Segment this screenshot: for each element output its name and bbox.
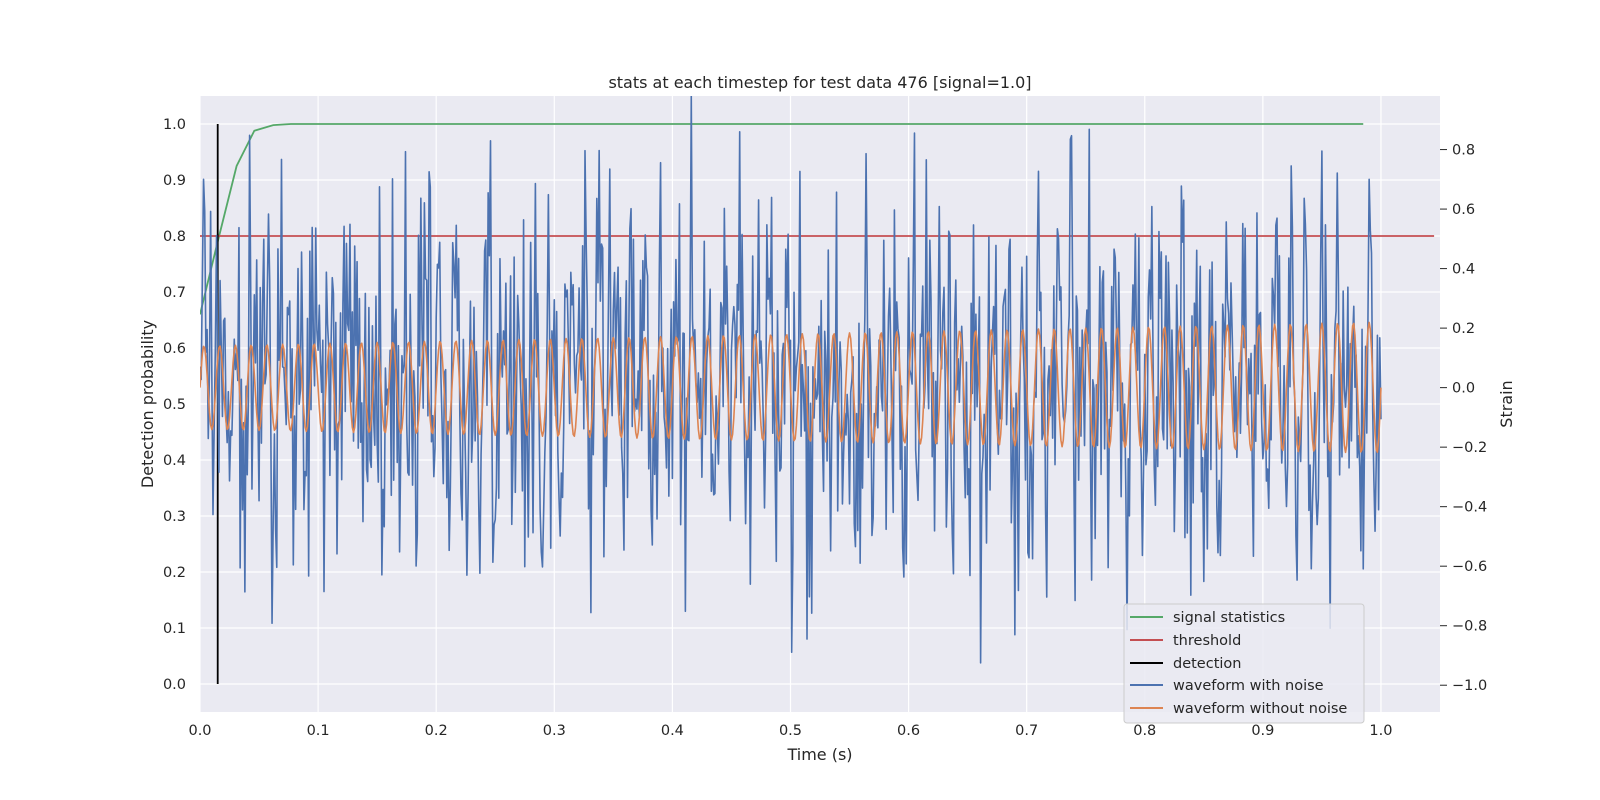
x-tick-label-0: 0.0 [188,723,211,739]
x-tick-label-5: 0.5 [779,723,802,739]
y-left-tick-label-4: 0.4 [163,453,186,469]
legend-label-signal-statistics: signal statistics [1173,610,1285,626]
y-right-tick-label-6: 0.2 [1452,321,1475,337]
x-tick-label-6: 0.6 [897,723,920,739]
y-axis-right: −1.0 −0.8 −0.6 −0.4 −0.2 0.0 0.2 0.4 0.6 0.8 [1440,143,1487,694]
x-tick-label-4: 0.4 [661,723,684,739]
x-axis-label: Time (s) [786,745,852,764]
y-right-tick-label-7: 0.4 [1452,262,1475,278]
y-axis-left: 0.0 0.1 0.2 0.3 0.4 0.5 0.6 0.7 0.8 0.9 1.0 [163,117,186,693]
chart-title: stats at each timestep for test data 476… [608,73,1031,92]
y-right-tick-label-1: −0.8 [1452,619,1487,635]
y-left-tick-label-9: 0.9 [163,173,186,189]
y-left-tick-label-8: 0.8 [163,229,186,245]
legend-label-waveform-without-noise: waveform without noise [1173,701,1347,717]
y-axis-left-label: Detection probability [138,320,157,488]
y-left-tick-label-5: 0.5 [163,397,186,413]
y-right-tick-label-3: −0.4 [1452,500,1487,516]
y-axis-right-label: Strain [1497,380,1516,427]
x-axis: 0.0 0.1 0.2 0.3 0.4 0.5 0.6 0.7 0.8 0.9 1.0 [188,723,1392,739]
x-tick-label-2: 0.2 [425,723,448,739]
y-right-tick-label-9: 0.8 [1452,143,1475,159]
y-left-tick-label-10: 1.0 [163,117,186,133]
x-tick-label-3: 0.3 [543,723,566,739]
x-tick-label-9: 0.9 [1251,723,1274,739]
x-tick-label-7: 0.7 [1015,723,1038,739]
legend-label-threshold: threshold [1173,633,1241,649]
x-tick-label-8: 0.8 [1133,723,1156,739]
y-left-tick-label-0: 0.0 [163,677,186,693]
series-signal-statistics-line [200,123,1364,315]
y-right-tick-label-5: 0.0 [1452,381,1475,397]
y-left-tick-label-6: 0.6 [163,341,186,357]
x-tick-label-10: 1.0 [1369,723,1392,739]
y-right-tick-label-2: −0.6 [1452,559,1487,575]
y-right-tick-label-8: 0.6 [1452,202,1475,218]
y-left-tick-label-1: 0.1 [163,621,186,637]
y-right-tick-label-4: −0.2 [1452,440,1487,456]
series-waveform-without-noise-line [200,321,1382,454]
legend-label-waveform-with-noise: waveform with noise [1173,678,1324,694]
y-left-tick-label-7: 0.7 [163,285,186,301]
y-right-tick-label-0: −1.0 [1452,678,1487,694]
y-left-tick-label-3: 0.3 [163,509,186,525]
legend-label-detection: detection [1173,656,1241,672]
series-waveform-with-noise-line [200,96,1382,664]
legend-box [1123,603,1365,724]
y-left-tick-label-2: 0.2 [163,565,186,581]
legend: signal statistics threshold detection wa… [1123,603,1365,724]
x-tick-label-1: 0.1 [307,723,330,739]
